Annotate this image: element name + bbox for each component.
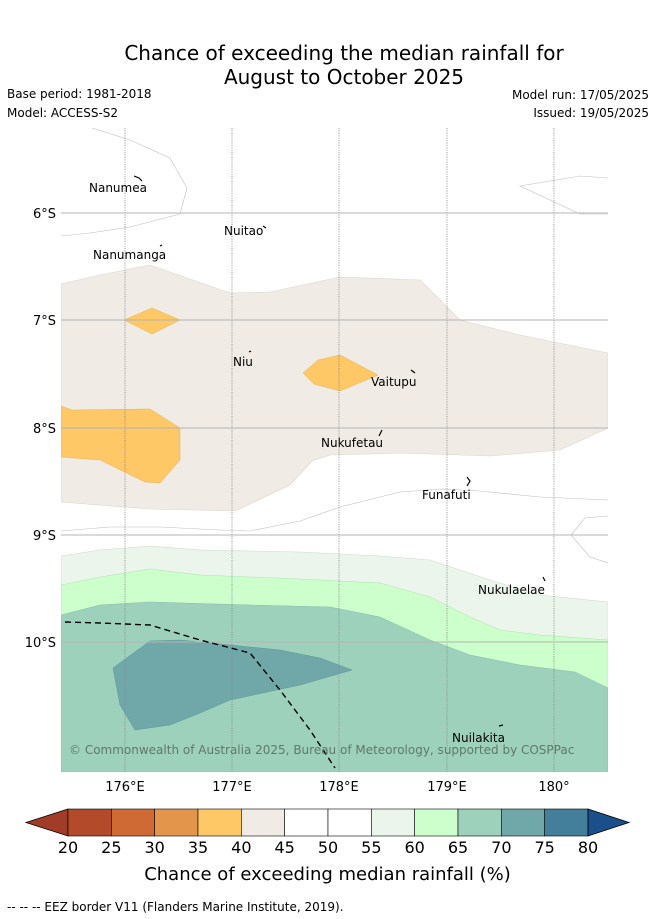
- colorbar-segment: [544, 808, 589, 837]
- colorbar-segment: [327, 808, 372, 837]
- colorbar-segment: [111, 808, 155, 837]
- colorbar-tick-label: 50: [317, 838, 339, 857]
- eez-legend-text: -- -- -- EEZ border V11 (Flanders Marine…: [7, 900, 344, 914]
- contour-line-3: [518, 175, 608, 215]
- parallel-lines: [61, 212, 608, 643]
- contour-70-75: [112, 639, 353, 731]
- colorbar-segment: [241, 808, 285, 837]
- place-label-nuilakita: Nuilakita: [452, 731, 505, 745]
- y-tick-label: 9°S: [33, 529, 56, 544]
- island-mark-nuilakita: [498, 724, 504, 727]
- place-label-niu: Niu: [233, 355, 253, 369]
- colorbar-tick-label: 80: [577, 838, 599, 857]
- issued-text: Issued: 19/05/2025: [533, 106, 649, 120]
- colorbar-tick-label: 45: [274, 838, 295, 857]
- contour-line-1: [61, 488, 608, 532]
- place-label-vaitupu: Vaitupu: [371, 375, 417, 389]
- y-tick-label: 8°S: [33, 422, 56, 437]
- colorbar: [24, 808, 631, 837]
- x-tick-label: 179°E: [427, 780, 467, 795]
- colorbar-under-arrow: [24, 808, 69, 837]
- contour-35-40-c: [61, 405, 181, 484]
- island-mark-funafuti: [466, 476, 471, 487]
- copyright-text: © Commonwealth of Australia 2025, Bureau…: [69, 743, 574, 757]
- base-period-text: Base period: 1981-2018: [7, 87, 152, 101]
- colorbar-segment: [154, 808, 199, 837]
- model-text: Model: ACCESS-S2: [7, 106, 119, 120]
- island-mark-nuitao: [262, 225, 267, 229]
- y-tick-label: 6°S: [33, 207, 56, 222]
- colorbar-tick-label: 30: [144, 838, 165, 857]
- colorbar-over-arrow: [587, 808, 631, 837]
- colorbar-tick-label: 65: [447, 838, 469, 857]
- model-run-text: Model run: 17/05/2025: [511, 88, 649, 102]
- x-tick-label: 176°E: [105, 780, 145, 795]
- place-label-nanumanga: Nanumanga: [93, 248, 166, 262]
- island-marks: [133, 175, 546, 727]
- contour-35-40-b: [302, 354, 379, 392]
- colorbar-tick-label: 40: [231, 838, 252, 857]
- colorbar-tick-label: 70: [491, 838, 512, 857]
- colorbar-segment: [197, 808, 242, 837]
- colorbar-segment: [284, 808, 329, 837]
- colorbar-title: Chance of exceeding median rainfall (%): [144, 864, 511, 885]
- island-mark-nanumea: [133, 175, 143, 182]
- y-tick-label: 7°S: [33, 314, 56, 329]
- colorbar-segment: [501, 808, 545, 837]
- colorbar-tick-label: 20: [57, 838, 79, 857]
- island-mark-nanumanga: [159, 244, 163, 247]
- colorbar-tick-label: 55: [361, 838, 382, 857]
- colorbar-segment: [67, 808, 112, 837]
- colorbar-tick-label: 75: [534, 838, 555, 857]
- contour-line-2: [61, 128, 188, 237]
- island-mark-nukufetau: [378, 429, 383, 437]
- meridian-lines: [124, 128, 555, 772]
- x-tick-label: 177°E: [212, 780, 252, 795]
- colorbar-segment: [457, 808, 502, 837]
- place-label-funafuti: Funafuti: [422, 488, 471, 502]
- colorbar-segment: [371, 808, 415, 837]
- place-label-nanumea: Nanumea: [89, 181, 147, 195]
- place-label-nukufetau: Nukufetau: [321, 436, 383, 450]
- place-label-nuitao: Nuitao: [224, 224, 263, 238]
- colorbar-tick-label: 25: [101, 838, 122, 857]
- eez-border-line: [64, 621, 336, 769]
- colorbar-segment: [414, 808, 459, 837]
- place-label-nukulaelae: Nukulaelae: [478, 583, 545, 597]
- island-mark-nukulaelae: [542, 576, 546, 582]
- map-title-line1: Chance of exceeding the median rainfall …: [124, 41, 564, 65]
- y-tick-label: 10°S: [25, 636, 56, 651]
- map-area: Nanumea Nuitao Nanumanga Niu Vaitupu Nuk…: [61, 128, 608, 772]
- island-mark-niu: [248, 350, 252, 353]
- island-mark-vaitupu: [410, 369, 416, 374]
- colorbar-tick-label: 35: [187, 838, 209, 857]
- colorbar-tick-label: 60: [404, 838, 425, 857]
- x-tick-label: 178°E: [319, 780, 359, 795]
- map-title-line2: August to October 2025: [223, 65, 465, 89]
- x-tick-label: 180°: [538, 780, 569, 795]
